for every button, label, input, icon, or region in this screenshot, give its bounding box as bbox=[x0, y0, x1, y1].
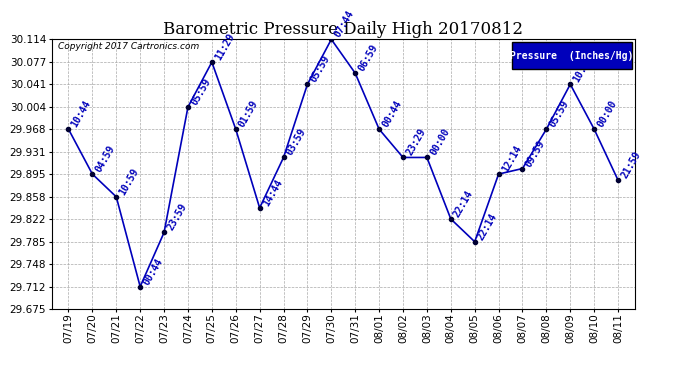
Text: 12:14: 12:14 bbox=[500, 144, 523, 174]
Text: 06:59: 06:59 bbox=[357, 43, 380, 73]
Text: 03:59: 03:59 bbox=[285, 127, 308, 158]
Text: Pressure  (Inches/Hg): Pressure (Inches/Hg) bbox=[511, 51, 634, 61]
Text: 00:00: 00:00 bbox=[428, 127, 451, 158]
Text: 00:00: 00:00 bbox=[595, 99, 619, 129]
Title: Barometric Pressure Daily High 20170812: Barometric Pressure Daily High 20170812 bbox=[164, 21, 523, 38]
Text: 10:59: 10:59 bbox=[117, 166, 141, 197]
Text: 07:44: 07:44 bbox=[333, 9, 356, 39]
Text: 05:59: 05:59 bbox=[308, 54, 332, 84]
Text: 01:59: 01:59 bbox=[237, 99, 260, 129]
Text: 14:44: 14:44 bbox=[261, 177, 284, 208]
Text: Copyright 2017 Cartronics.com: Copyright 2017 Cartronics.com bbox=[57, 42, 199, 51]
Text: 11:29: 11:29 bbox=[213, 32, 237, 62]
Text: 22:14: 22:14 bbox=[452, 189, 475, 219]
Text: 05:59: 05:59 bbox=[548, 99, 571, 129]
Text: 21:59: 21:59 bbox=[619, 150, 642, 180]
Text: 00:44: 00:44 bbox=[380, 99, 404, 129]
Text: 23:29: 23:29 bbox=[404, 127, 428, 158]
Text: 09:59: 09:59 bbox=[524, 138, 547, 168]
Bar bbox=[513, 42, 632, 69]
Text: 04:59: 04:59 bbox=[94, 144, 117, 174]
Text: 10:14: 10:14 bbox=[571, 54, 595, 84]
Text: 00:44: 00:44 bbox=[141, 256, 165, 286]
Text: 10:44: 10:44 bbox=[70, 99, 93, 129]
Text: 22:14: 22:14 bbox=[476, 211, 500, 242]
Text: 23:59: 23:59 bbox=[165, 202, 188, 232]
Text: 05:59: 05:59 bbox=[189, 76, 213, 107]
